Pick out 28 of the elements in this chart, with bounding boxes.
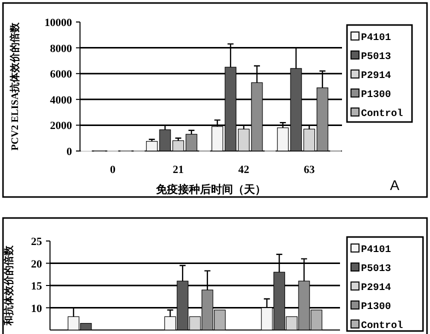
legend-label: P2914 <box>361 71 392 82</box>
legend-label: P4101 <box>361 33 392 44</box>
legend-label: Control <box>361 108 404 120</box>
y-tick-label: 8000 <box>50 42 72 55</box>
legend-label: P2914 <box>361 283 392 294</box>
legend-label: P4101 <box>361 245 392 256</box>
x-tick-label: 42 <box>238 164 250 176</box>
x-tick-label: 63 <box>304 164 316 176</box>
y-tick-label: 25 <box>31 236 42 248</box>
y-tick-label: 0 <box>66 146 72 158</box>
y-tick-label: 2000 <box>50 120 72 132</box>
legend-label: Control <box>361 320 404 332</box>
x-tick-label: 21 <box>172 164 184 176</box>
y-tick-label: 20 <box>31 258 42 270</box>
x-axis-title: 免疫接种后时间（天） <box>155 183 266 196</box>
legend-label: P1300 <box>361 90 392 101</box>
y-tick-label: 15 <box>31 280 42 292</box>
y-tick-label: 4000 <box>50 94 72 106</box>
y-tick-label: 10 <box>31 302 42 315</box>
legend-label: P5013 <box>361 52 392 63</box>
y-axis-title: PCV2 ELISA抗体效价的倍数 <box>9 21 21 151</box>
y-tick-label: 6000 <box>50 68 72 81</box>
x-tick-label: 0 <box>110 164 116 176</box>
text: A <box>390 177 400 193</box>
legend-label: P5013 <box>361 264 392 275</box>
y-tick-label: 10000 <box>44 17 72 29</box>
y-axis-title: 和抗体效价的倍数 <box>3 244 15 326</box>
legend-label: P1300 <box>361 302 392 313</box>
